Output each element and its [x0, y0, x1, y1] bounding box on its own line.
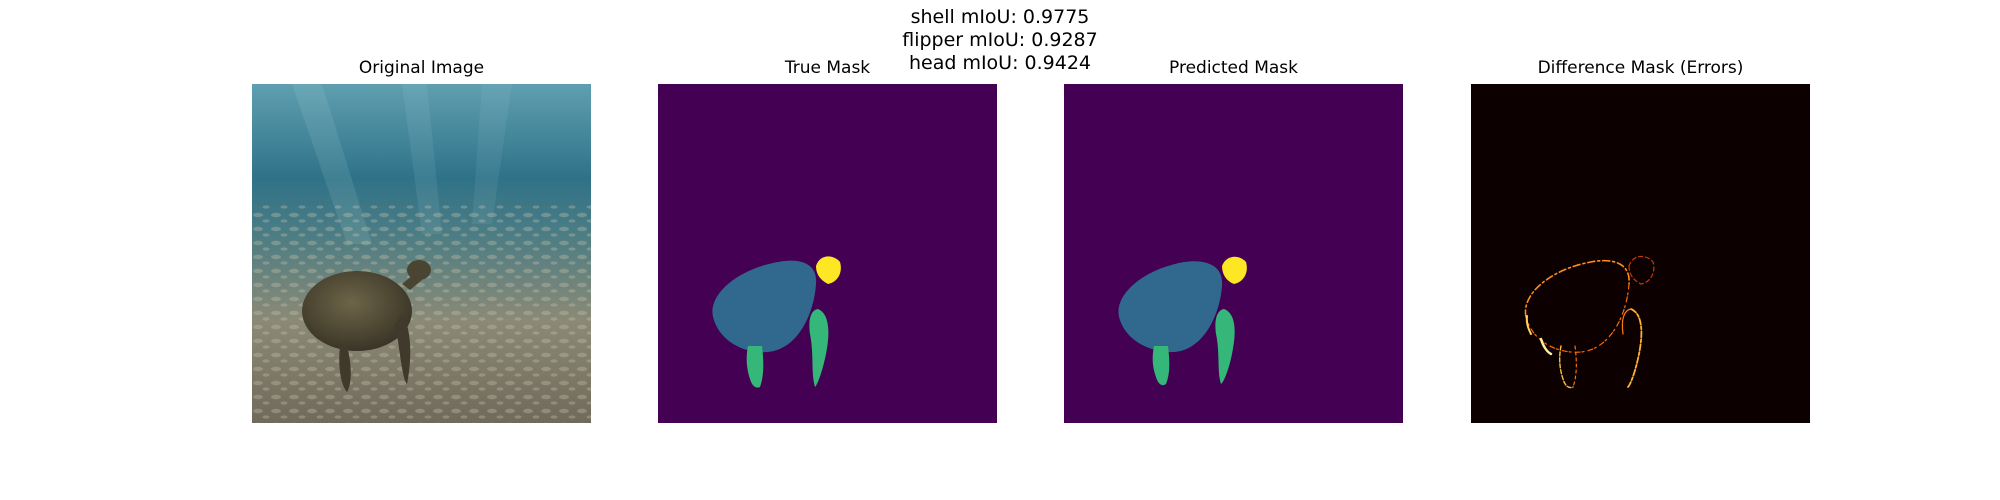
shell-region	[712, 260, 817, 353]
shell-region	[1118, 261, 1223, 353]
predicted-mask-image	[1064, 84, 1403, 423]
turtle-rear-flipper	[339, 346, 351, 392]
figure-suptitle: shell mIoU: 0.9775 flipper mIoU: 0.9287 …	[0, 6, 2000, 75]
predicted-mask	[1064, 84, 1403, 423]
original-image	[252, 84, 591, 423]
shell-miou-label: shell mIoU: 0.9775	[910, 6, 1090, 28]
turtle-front-flipper	[395, 314, 411, 384]
front-flipper-region	[1215, 309, 1235, 384]
rear-flipper-region	[1152, 346, 1170, 386]
true-mask	[658, 84, 997, 423]
original-image-title: Original Image	[358, 58, 485, 78]
rear-flipper-region	[746, 346, 764, 388]
difference-mask	[1471, 84, 1810, 423]
head-miou-label: head mIoU: 0.9424	[908, 52, 1092, 74]
background-region	[1064, 84, 1403, 423]
difference-mask-title: Difference Mask (Errors)	[1537, 58, 1744, 78]
error-free-region	[1471, 84, 1810, 423]
predicted-mask-title: Predicted Mask	[1169, 58, 1298, 78]
true-mask-image	[658, 84, 997, 423]
underwater-turtle-photo	[252, 84, 591, 423]
flipper-miou-label: flipper mIoU: 0.9287	[902, 29, 1098, 51]
background-region	[658, 84, 997, 423]
error-edges	[1524, 255, 1655, 389]
difference-mask-image	[1471, 84, 1810, 423]
front-flipper-region	[809, 309, 829, 387]
head-region	[816, 256, 841, 284]
true-mask-title: True Mask	[784, 58, 871, 78]
head-region	[1222, 256, 1247, 284]
turtle-shell	[302, 271, 412, 351]
